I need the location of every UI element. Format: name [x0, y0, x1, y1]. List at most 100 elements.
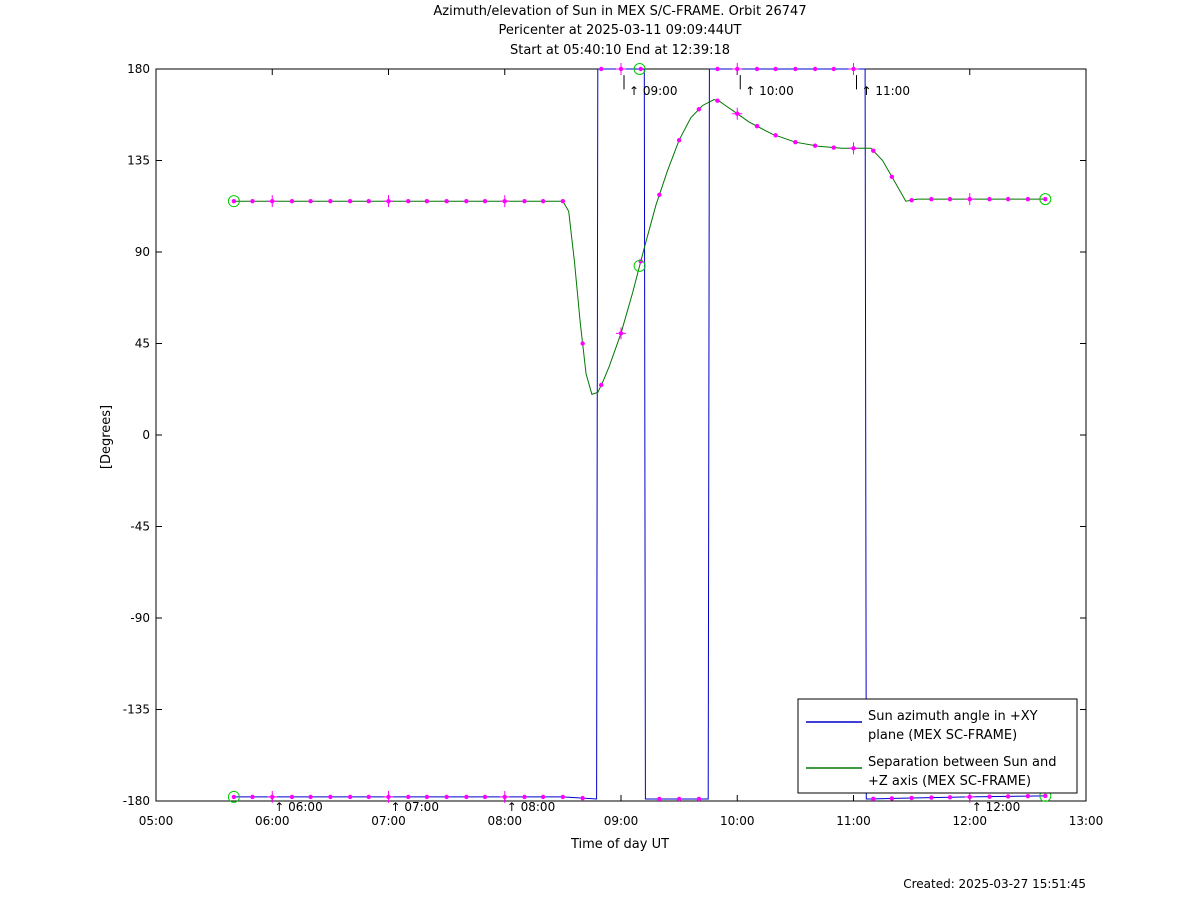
- legend-label: plane (MEX SC-FRAME): [868, 728, 1017, 743]
- azimuth-dot-marker: [464, 794, 469, 800]
- azimuth-dot-marker: [580, 795, 585, 801]
- separation-dot-marker: [250, 198, 255, 204]
- azimuth-dot-marker: [560, 794, 566, 800]
- x-tick-label: 05:00: [139, 814, 174, 828]
- x-tick-label: 13:00: [1069, 814, 1104, 828]
- separation-dot-marker: [1043, 196, 1048, 202]
- separation-dot-marker: [482, 198, 488, 204]
- azimuth-dot-marker: [522, 794, 527, 800]
- separation-dot-marker: [308, 198, 313, 204]
- separation-dot-marker: [657, 192, 662, 198]
- azimuth-dot-marker: [599, 66, 604, 72]
- azimuth-dot-marker: [773, 66, 778, 72]
- x-tick-label: 09:00: [604, 814, 639, 828]
- separation-dot-marker: [231, 198, 237, 204]
- azimuth-dot-marker: [406, 794, 411, 800]
- axes-group: 05:00 06:00 07:00 08:00 09:00 10:00 11:00 12:00…: [99, 62, 1103, 852]
- y-tick-label: 45: [135, 337, 150, 351]
- azimuth-dot-marker: [676, 796, 682, 802]
- separation-dot-marker: [522, 198, 527, 204]
- azimuth-dot-marker: [793, 66, 798, 72]
- separation-dot-marker: [871, 148, 876, 153]
- legend-box: [797, 698, 1078, 794]
- hour-label: ↑ 12:00: [972, 800, 1020, 814]
- hour-label: ↑ 09:00: [629, 84, 677, 98]
- legend-label: +Z axis (MEX SC-FRAME): [868, 774, 1031, 789]
- separation-dot-marker: [929, 196, 934, 202]
- hour-labels-group: ↑ 06:00 ↑ 07:00 ↑ 08:00 ↑ 09:00 ↑ 10:00 ↑ 11:…: [274, 75, 1020, 814]
- azimuth-dot-marker: [231, 794, 237, 800]
- y-tick-label: -45: [130, 520, 150, 534]
- hour-label: ↑ 07:00: [391, 800, 439, 814]
- separation-circle-marker: [633, 259, 646, 272]
- created-timestamp: Created: 2025-03-27 15:51:45: [903, 877, 1086, 891]
- separation-dot-marker: [580, 341, 585, 346]
- separation-dot-marker: [676, 137, 682, 143]
- x-tick-label: 12:00: [952, 814, 987, 828]
- x-tick-label: 10:00: [720, 814, 755, 828]
- azimuth-dot-marker: [444, 794, 449, 800]
- azimuth-dot-marker: [308, 794, 313, 800]
- separation-dot-marker: [947, 196, 953, 202]
- azimuth-dot-marker: [482, 794, 488, 800]
- separation-dot-marker: [347, 198, 353, 204]
- azimuth-dot-marker: [715, 66, 720, 72]
- azimuth-dot-marker: [1025, 793, 1031, 799]
- separation-dot-marker: [540, 198, 546, 204]
- azimuth-dot-marker: [812, 66, 818, 72]
- azimuth-dot-marker: [947, 795, 953, 800]
- legend-label: Sun azimuth angle in +XY: [868, 709, 1038, 724]
- azimuth-dot-marker: [1005, 794, 1011, 799]
- hour-label: ↑ 10:00: [745, 84, 793, 98]
- hour-label: ↑ 08:00: [507, 800, 555, 814]
- azimuth-dot-marker: [638, 66, 643, 72]
- separation-circle-marker: [1039, 193, 1052, 206]
- x-axis-label: Time of day UT: [570, 837, 669, 852]
- azimuth-dot-marker: [987, 794, 992, 799]
- separation-dot-marker: [406, 198, 411, 204]
- x-tick-label: 11:00: [836, 814, 871, 828]
- azimuth-dot-marker: [366, 794, 371, 800]
- legend-label: Separation between Sun and: [868, 755, 1056, 770]
- separation-dot-marker: [754, 123, 760, 129]
- azimuth-dot-marker: [657, 796, 662, 802]
- chart-title-line-3: Start at 05:40:10 End at 12:39:18: [509, 43, 731, 58]
- y-tick-label: -180: [123, 794, 150, 808]
- azimuth-dot-marker: [250, 794, 255, 800]
- azimuth-dot-marker: [1043, 793, 1048, 799]
- separation-dot-marker: [560, 198, 566, 204]
- separation-dot-marker: [812, 143, 818, 148]
- azimuth-dot-marker: [328, 794, 333, 800]
- hour-label: ↑ 11:00: [862, 84, 910, 98]
- chart-title-line-2: Pericenter at 2025-03-11 09:09:44UT: [498, 23, 742, 38]
- separation-dot-marker: [366, 198, 371, 204]
- separation-dot-marker: [1025, 196, 1031, 202]
- azimuth-dot-marker: [424, 794, 430, 800]
- separation-dot-marker: [599, 382, 604, 388]
- x-tick-label: 07:00: [371, 814, 406, 828]
- x-tick-label: 06:00: [255, 814, 290, 828]
- azimuth-dot-marker: [929, 795, 934, 800]
- y-tick-label: 90: [135, 245, 150, 259]
- separation-dot-marker: [328, 198, 333, 204]
- azimuth-dot-marker: [754, 66, 760, 72]
- separation-dot-marker: [909, 197, 914, 203]
- azimuth-circle-marker: [227, 790, 240, 803]
- separation-dot-marker: [987, 196, 992, 202]
- azimuth-dot-marker: [889, 796, 895, 801]
- y-tick-label: -90: [130, 611, 150, 625]
- y-tick-label: 0: [142, 428, 150, 442]
- separation-dot-marker: [696, 107, 702, 112]
- separation-dot-marker: [424, 198, 430, 204]
- separation-series-line: [233, 98, 1046, 395]
- y-tick-label: 180: [127, 62, 150, 76]
- legend: Sun azimuth angle in +XY plane (MEX SC-FR…: [797, 698, 1078, 794]
- azimuth-dot-marker: [347, 794, 353, 800]
- plot-frame: [155, 68, 1087, 802]
- separation-dot-marker: [831, 145, 836, 150]
- series-group: [233, 68, 1046, 800]
- azimuth-dot-marker: [909, 795, 914, 801]
- separation-dot-marker: [793, 140, 798, 145]
- separation-dot-marker: [715, 98, 720, 103]
